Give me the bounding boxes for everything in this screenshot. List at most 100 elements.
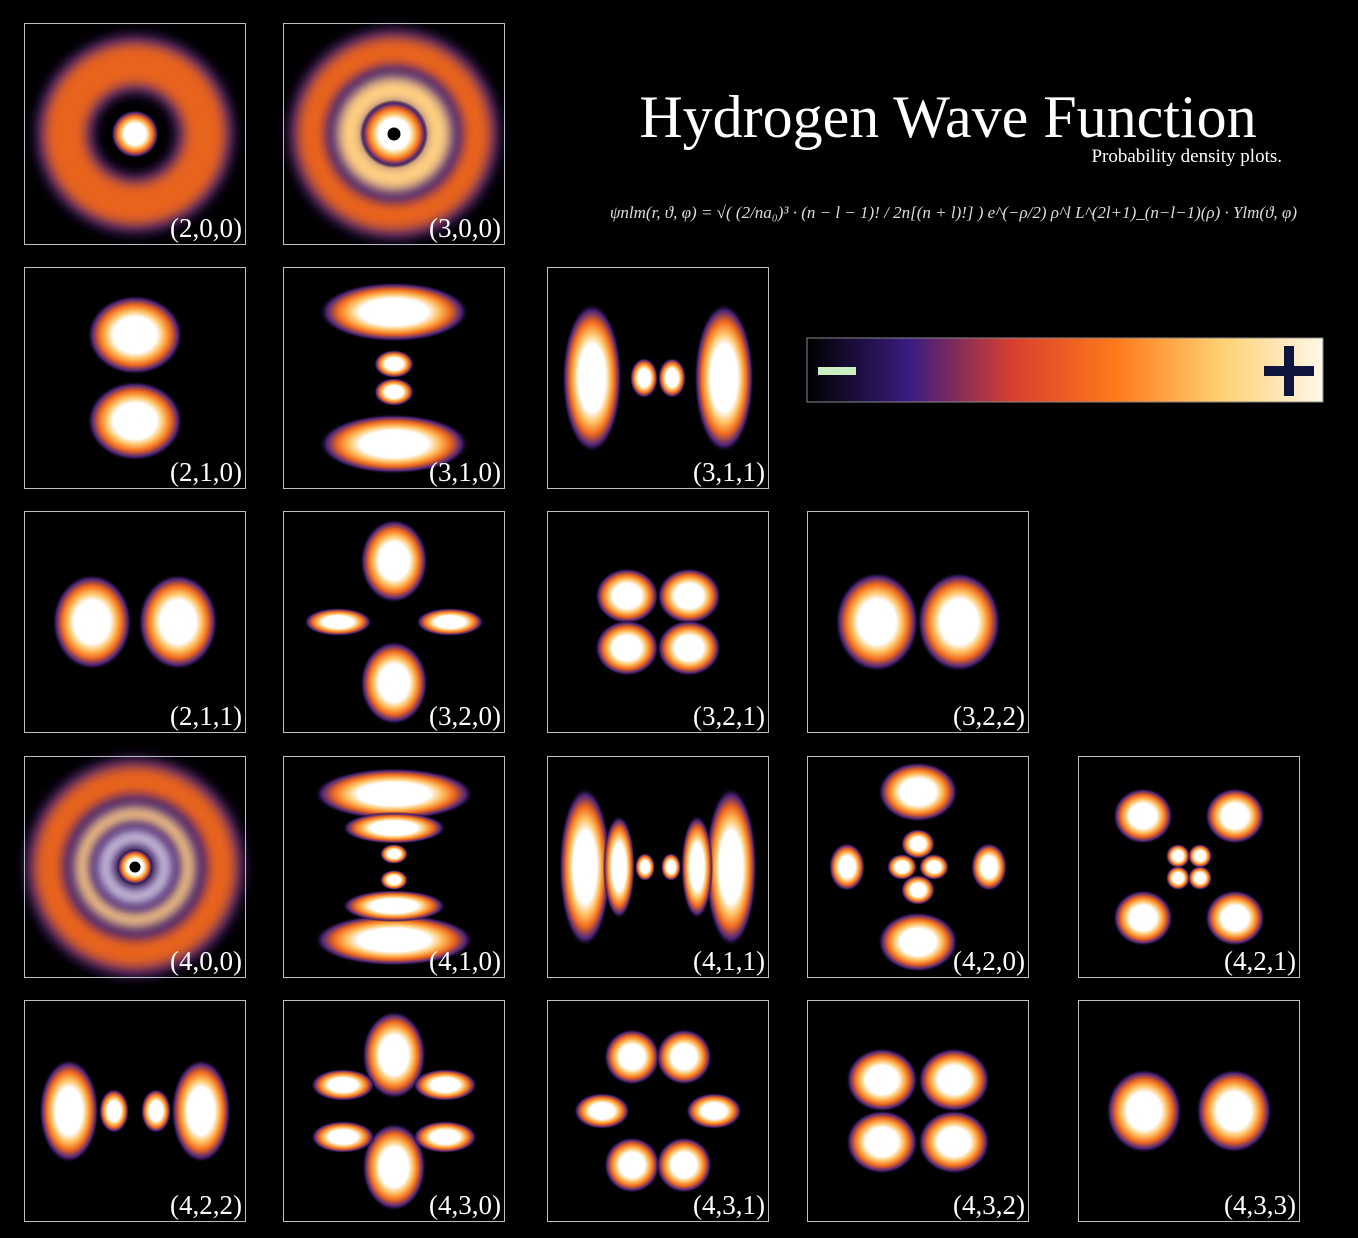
lobe [846, 1048, 918, 1112]
panel-border [547, 756, 769, 978]
orbital-panel: (4,1,0) [283, 756, 505, 978]
lobe [630, 358, 658, 398]
lobe [878, 912, 958, 972]
lobe [314, 914, 474, 966]
lobe [39, 1059, 99, 1163]
panel-border [283, 23, 505, 245]
panel-label: (4,1,0) [429, 946, 501, 976]
lobe [1188, 844, 1212, 868]
lobe [604, 1029, 660, 1085]
lobe [111, 110, 159, 158]
lobe [380, 870, 408, 890]
color-bar [806, 337, 1324, 403]
lobe [342, 812, 446, 844]
lobe [656, 1029, 712, 1085]
orbital-panel: (4,1,1) [547, 756, 769, 978]
lobe [595, 620, 659, 676]
panel-label: (4,2,1) [1224, 946, 1296, 976]
lobe [413, 1069, 477, 1101]
panel-border [24, 267, 246, 489]
orbital-panel: (4,2,0) [807, 756, 1029, 978]
orbital-panel: (3,1,0) [283, 267, 505, 489]
lobe [374, 350, 414, 378]
lobe [901, 875, 935, 905]
lobe [835, 572, 919, 672]
node [387, 127, 401, 141]
panel-label: (3,0,0) [429, 213, 501, 243]
lobe [971, 843, 1007, 891]
lobe [416, 608, 484, 636]
lobe [1166, 866, 1190, 890]
lobe [362, 1011, 426, 1099]
orbital-panel: (3,1,1) [547, 267, 769, 489]
lobe [1188, 866, 1212, 890]
lobe [604, 1137, 660, 1193]
orbital-panel: (4,2,2) [24, 1000, 246, 1222]
orbital-panel: (4,3,0) [283, 1000, 505, 1222]
node [129, 861, 141, 873]
panel-label: (3,2,2) [953, 701, 1025, 731]
lobe [686, 1093, 742, 1129]
lobe [87, 295, 183, 375]
lobe [656, 1137, 712, 1193]
lobe [1113, 788, 1173, 844]
lobe [559, 787, 611, 947]
lobe [887, 854, 917, 880]
orbital-panel: (3,2,0) [283, 511, 505, 733]
panel-label: (2,1,1) [170, 701, 242, 731]
orbital-panel: (3,0,0) [283, 23, 505, 245]
orbital-panel: (2,1,1) [24, 511, 246, 733]
minus-sign [818, 367, 856, 375]
plus-sign [1284, 346, 1294, 396]
lobe [360, 641, 428, 725]
panel-label: (4,0,0) [170, 946, 242, 976]
lobe [694, 303, 754, 453]
panel-background [1078, 756, 1300, 978]
lobe [99, 1089, 129, 1133]
panel-border [283, 511, 505, 733]
lobe [52, 574, 132, 670]
lobe [918, 1048, 990, 1112]
orbital-panel: (4,3,1) [547, 1000, 769, 1222]
lobe [311, 1069, 375, 1101]
lobe [574, 1093, 630, 1129]
lobe [319, 414, 469, 474]
panel-label: (4,3,1) [693, 1190, 765, 1220]
lobe [829, 843, 865, 891]
lobe [314, 768, 474, 820]
panel-border [24, 511, 246, 733]
panel-border [283, 267, 505, 489]
orbital-panel: (3,2,2) [807, 511, 1029, 733]
lobe [562, 303, 622, 453]
panel-label: (3,2,1) [693, 701, 765, 731]
lobe [1106, 1069, 1182, 1153]
ring [44, 43, 226, 225]
lobe [138, 574, 218, 670]
title: Hydrogen Wave Function [639, 84, 1256, 150]
lobe [413, 1121, 477, 1153]
subtitle: Probability density plots. [1091, 146, 1282, 167]
lobe [380, 844, 408, 864]
lobe [658, 358, 686, 398]
panel-label: (4,3,0) [429, 1190, 501, 1220]
formula: ψnlm(r, ϑ, φ) = √( (2/na₀)³ · (n − l − 1… [610, 203, 1297, 222]
panel-label: (4,3,2) [953, 1190, 1025, 1220]
lobe [918, 1110, 990, 1174]
orbital-panel: (3,2,1) [547, 511, 769, 733]
lobe [657, 568, 721, 624]
lobe [705, 787, 757, 947]
panel-border [547, 1000, 769, 1222]
panel-border [807, 511, 1029, 733]
lobe [304, 608, 372, 636]
ring [337, 77, 451, 191]
panel-background [547, 511, 769, 733]
ring [100, 832, 170, 902]
panel-label: (3,1,1) [693, 457, 765, 487]
orbital-panel: (4,2,1) [1078, 756, 1300, 978]
orbital-panel: (2,0,0) [24, 23, 246, 245]
panel-border [1078, 1000, 1300, 1222]
orbital-panel: (4,3,2) [807, 1000, 1029, 1222]
panel-label: (3,1,0) [429, 457, 501, 487]
ring [34, 766, 236, 968]
lobe [171, 1059, 231, 1163]
